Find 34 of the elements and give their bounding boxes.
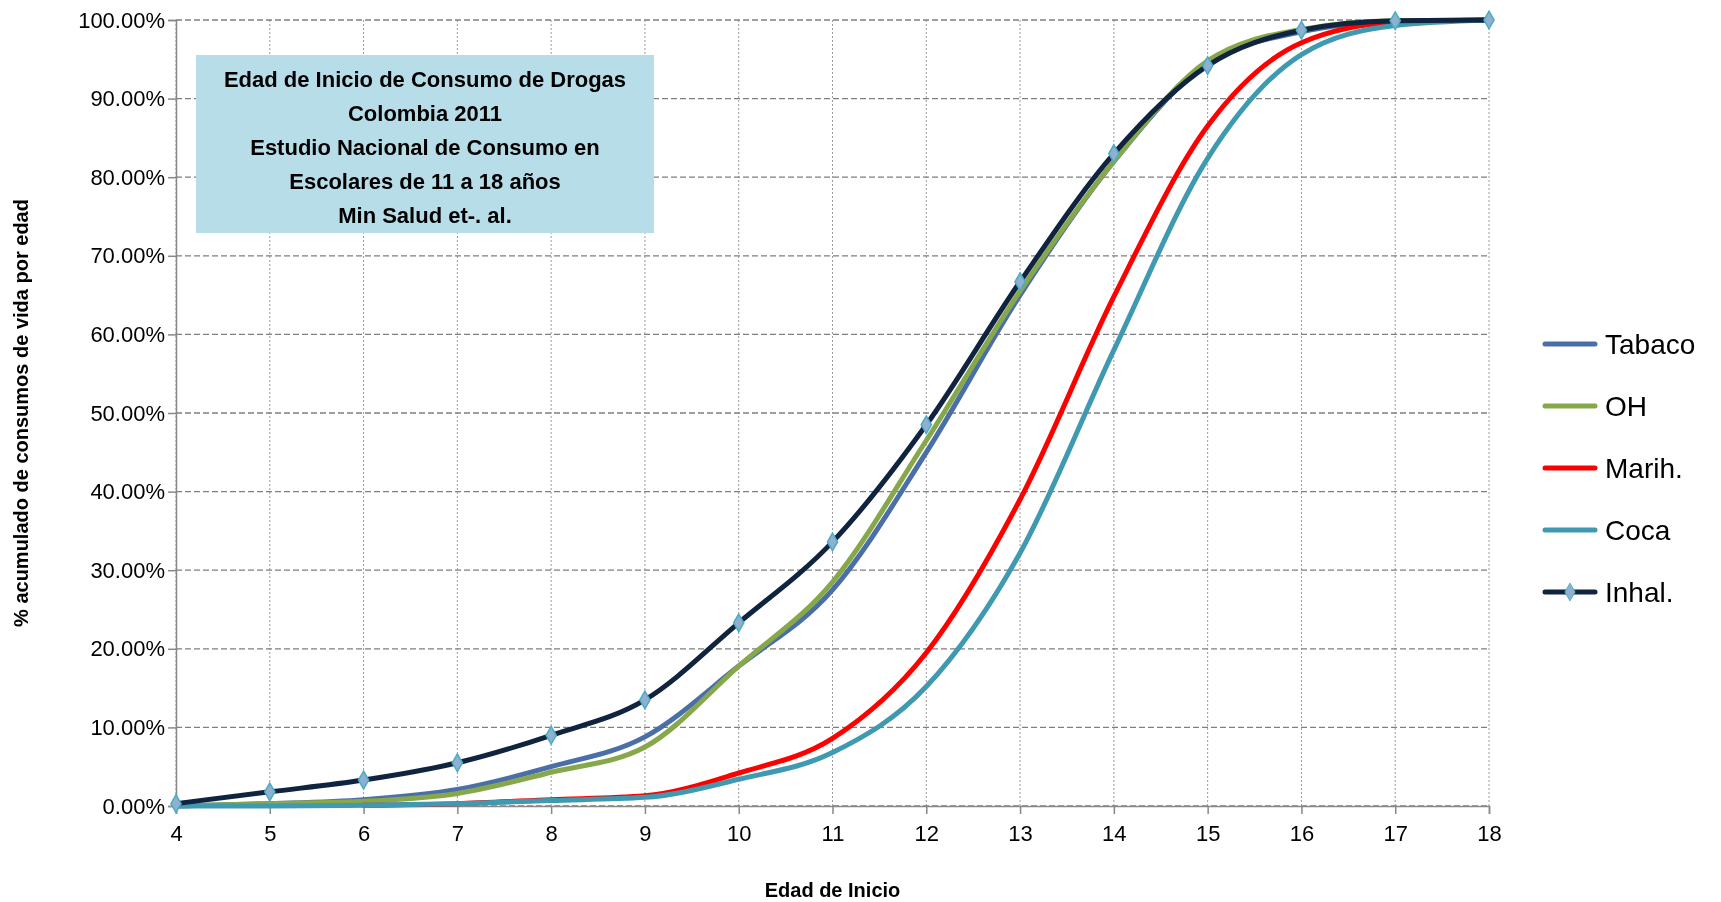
y-tick-label: 90.00% xyxy=(90,86,165,112)
legend-label: Inhal. xyxy=(1605,577,1674,608)
y-tick-label: 10.00% xyxy=(90,714,165,740)
x-tick-label: 12 xyxy=(914,821,940,847)
legend-label: OH xyxy=(1605,391,1647,422)
x-tick-label: 17 xyxy=(1383,821,1408,847)
legend-label: Marih. xyxy=(1605,453,1683,484)
y-tick-label: 60.00% xyxy=(90,321,165,347)
y-tick-label: 20.00% xyxy=(90,636,165,662)
x-tick-label: 7 xyxy=(451,821,464,847)
x-tick-label: 18 xyxy=(1477,821,1502,847)
x-tick-label: 11 xyxy=(821,821,845,847)
annotation: Edad de Inicio de Consumo de Drogas Colombia 2011 Estudio Nacional de Consumo en Escolares de 11 a 18 años Min Salud et-. al. xyxy=(223,67,627,228)
y-tick-label: 100.00% xyxy=(78,7,165,33)
legend-label: Tabaco xyxy=(1605,329,1696,360)
legend-label: Coca xyxy=(1605,515,1671,546)
x-tick-label: 13 xyxy=(1008,821,1033,847)
y-tick-label: 50.00% xyxy=(90,400,165,426)
x-tick-label: 15 xyxy=(1195,821,1221,847)
x-tick-label: 16 xyxy=(1289,821,1315,847)
x-tick-label: 14 xyxy=(1102,821,1127,847)
y-tick-label: 0.00% xyxy=(102,793,165,819)
y-tick-label: 80.00% xyxy=(90,164,165,190)
x-tick-label: 9 xyxy=(639,821,652,847)
x-tick-label: 6 xyxy=(357,821,371,847)
x-axis-title: Edad de Inicio xyxy=(764,879,901,901)
y-tick-label: 70.00% xyxy=(90,243,165,269)
x-tick-label: 4 xyxy=(170,821,183,847)
x-tick-label: 5 xyxy=(264,821,277,847)
y-axis-title: % acumulado de consumos de vida por edad xyxy=(10,199,32,627)
y-tick-label: 40.00% xyxy=(90,479,165,505)
x-tick-label: 10 xyxy=(726,821,752,847)
x-tick-label: 8 xyxy=(545,821,558,847)
y-tick-label: 30.00% xyxy=(90,557,165,583)
